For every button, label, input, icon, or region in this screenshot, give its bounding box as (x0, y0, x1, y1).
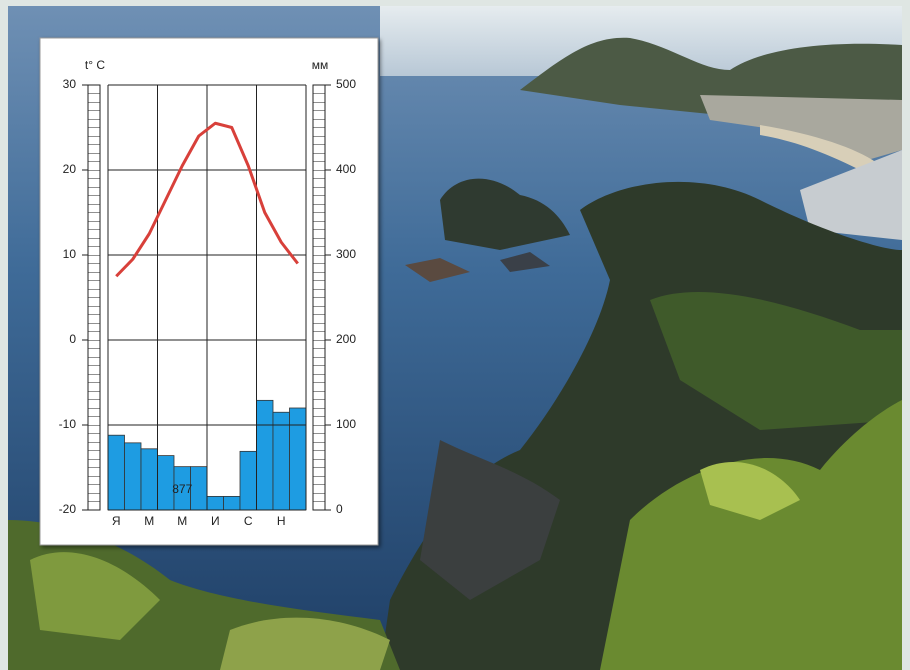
y2-tick-label: 500 (336, 77, 356, 91)
x-tick-label: М (144, 514, 154, 528)
precip-bar (289, 407, 307, 511)
precip-bar (239, 450, 257, 511)
precip-bar (140, 448, 158, 511)
y-tick-label: 30 (63, 77, 77, 91)
precip-bar (124, 442, 142, 511)
precip-bar (190, 466, 208, 511)
y-tick-label: 20 (63, 162, 77, 176)
right-ruler (312, 84, 326, 511)
y2-tick-label: 300 (336, 247, 356, 261)
y2-tick-label: 200 (336, 332, 356, 346)
precip-bar (256, 399, 274, 511)
x-tick-label: С (244, 514, 253, 528)
annual-precipitation: 877 (172, 482, 192, 496)
y2-tick-label: 100 (336, 417, 356, 431)
y-tick-label: -20 (59, 502, 77, 516)
y-tick-label: -10 (59, 417, 77, 431)
y2-axis-label: мм (312, 58, 329, 72)
x-tick-label: Н (277, 514, 286, 528)
x-tick-label: И (211, 514, 220, 528)
y2-tick-label: 400 (336, 162, 356, 176)
precip-bar (272, 411, 290, 511)
y-tick-label: 0 (69, 332, 76, 346)
precip-bar (206, 495, 224, 511)
y-tick-label: 10 (63, 247, 77, 261)
x-tick-label: М (177, 514, 187, 528)
precip-bar (107, 434, 125, 511)
x-tick-label: Я (112, 514, 121, 528)
y2-tick-label: 0 (336, 502, 343, 516)
temperature-line (115, 121, 299, 278)
precip-bar (223, 495, 241, 511)
left-ruler (87, 84, 101, 511)
y-axis-label: t° C (85, 58, 105, 72)
